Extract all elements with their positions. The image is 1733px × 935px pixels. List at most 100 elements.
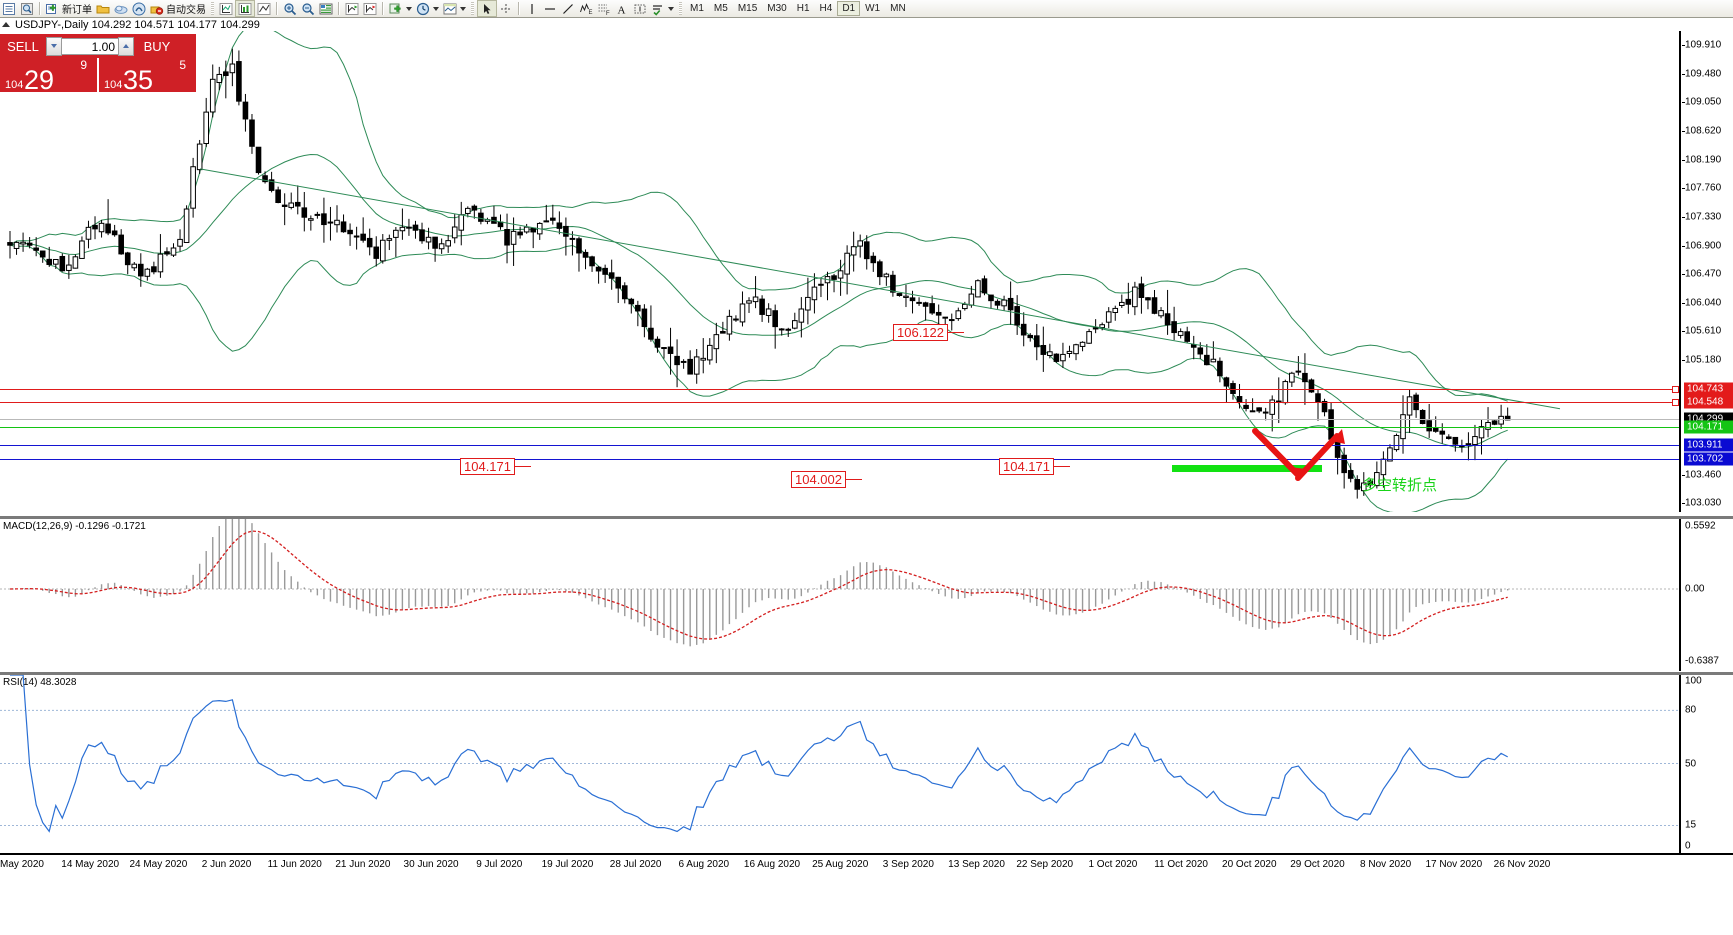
svg-text:A: A <box>618 4 626 16</box>
level-line-104.299[interactable] <box>0 419 1681 420</box>
cloud-icon[interactable] <box>112 1 130 16</box>
price-tick-mark <box>1682 245 1685 247</box>
macd-tick: 0.00 <box>1685 583 1705 595</box>
label-icon[interactable] <box>631 1 649 16</box>
timeframe-h4[interactable]: H4 <box>819 3 833 14</box>
autotrade-label: 自动交易 <box>166 5 206 16</box>
candlestick-chart <box>7 31 1561 512</box>
toolbar-grip-2[interactable] <box>471 2 474 15</box>
buy-button[interactable]: BUY <box>143 38 171 54</box>
buy-price-integer: 104 <box>104 79 123 91</box>
chevron-down-icon[interactable] <box>406 6 412 11</box>
rsi-plot[interactable]: RSI(14) 48.3028 <box>0 675 1681 855</box>
annotation-leader <box>846 479 862 480</box>
rsi-tick: 100 <box>1685 675 1702 687</box>
chart-style-icon[interactable] <box>441 1 468 16</box>
macd-tick: -0.6387 <box>1685 655 1719 667</box>
support-zone-bar <box>1172 465 1322 472</box>
elliott-icon[interactable]: E <box>577 1 595 16</box>
folder-icon[interactable] <box>94 1 112 16</box>
crosshair-icon[interactable] <box>497 1 515 16</box>
zoom-in-icon[interactable] <box>281 1 299 16</box>
date-tick-label: 21 Jun 2020 <box>335 859 391 870</box>
one-click-trading-panel[interactable]: SELL 1.00 BUY 104 29 9 104 35 5 <box>0 34 196 95</box>
crosshair-zoom-icon[interactable] <box>255 1 273 16</box>
draw-list-icon[interactable] <box>649 1 676 16</box>
timeframe-mn[interactable]: MN <box>890 3 906 14</box>
price-tick-mark <box>1682 331 1685 333</box>
signal-icon[interactable] <box>130 1 148 16</box>
sell-price-quote[interactable]: 104 29 9 <box>0 58 97 95</box>
trendline-icon[interactable] <box>559 1 577 16</box>
timeframe-d1[interactable]: D1 <box>837 1 861 16</box>
sell-button[interactable]: SELL <box>7 38 39 54</box>
clock-icon[interactable] <box>414 1 441 16</box>
price-annotation-0[interactable]: 106.122 <box>893 324 948 341</box>
macd-plot[interactable]: MACD(12,26,9) -0.1296 -0.1721 <box>0 519 1681 671</box>
date-axis[interactable]: May 2020 14 May 2020 24 May 2020 2 Jun 2020… <box>0 853 1733 881</box>
price-tag-104.548: 104.548 <box>1684 395 1733 409</box>
sell-price-integer: 104 <box>5 79 24 91</box>
fibonacci-icon[interactable]: F <box>595 1 613 16</box>
toolbar-separator-4 <box>382 2 384 15</box>
level-line-103.911[interactable] <box>0 445 1681 446</box>
grid-icon[interactable] <box>317 1 335 16</box>
toolbar-separator-2 <box>276 2 278 15</box>
price-annotation-1[interactable]: 104.171 <box>460 458 515 475</box>
level-line-104.171[interactable] <box>0 427 1681 428</box>
level-handle[interactable] <box>1672 399 1679 406</box>
price-tag-103.702: 103.702 <box>1684 452 1733 466</box>
timeframe-m30[interactable]: M30 <box>767 3 787 14</box>
cursor-icon[interactable] <box>477 0 497 17</box>
timeframe-h1[interactable]: H1 <box>796 3 810 14</box>
toolbar-grip[interactable] <box>211 2 214 15</box>
buy-price-quote[interactable]: 104 35 5 <box>99 58 196 94</box>
price-tick: 109.480 <box>1685 68 1722 80</box>
autotrade-button[interactable]: 自动交易 <box>148 1 208 16</box>
macd-pane[interactable]: MACD(12,26,9) -0.1296 -0.1721 0.5592 0.00… <box>0 516 1733 671</box>
zoom-out-icon[interactable] <box>299 1 317 16</box>
level-line-103.702[interactable] <box>0 459 1681 460</box>
level-handle[interactable] <box>1672 386 1679 393</box>
chevron-down-icon-2[interactable] <box>433 6 439 11</box>
rsi-chart <box>0 675 1681 833</box>
chevron-down-icon-4[interactable] <box>668 6 674 11</box>
collapse-triangle-icon[interactable] <box>2 22 10 27</box>
price-axis[interactable]: 109.910 109.480 109.050 108.620 108.190 107.7… <box>1679 31 1733 512</box>
volume-decrease-button[interactable] <box>46 36 62 56</box>
chevron-down-icon-3[interactable] <box>460 6 466 11</box>
list-icon[interactable] <box>0 1 18 16</box>
price-tick: 108.190 <box>1685 154 1722 166</box>
trade-panel-header: SELL 1.00 BUY <box>0 34 196 58</box>
templates-icon[interactable] <box>235 0 255 17</box>
shift-chart-icon[interactable] <box>343 1 361 16</box>
timeframe-m1[interactable]: M1 <box>690 3 704 14</box>
autoscroll-icon[interactable] <box>361 1 379 16</box>
level-line-104.548[interactable] <box>0 402 1681 403</box>
date-tick-label: 29 Oct 2020 <box>1290 859 1345 870</box>
date-tick-label: 20 Oct 2020 <box>1222 859 1277 870</box>
timeframe-w1[interactable]: W1 <box>865 3 881 14</box>
volume-increase-button[interactable] <box>118 36 134 56</box>
text-icon[interactable]: A <box>613 1 631 16</box>
indicator-icon[interactable] <box>217 1 235 16</box>
toolbar-grip-3[interactable] <box>679 2 682 15</box>
timeframe-m5[interactable]: M5 <box>713 3 728 14</box>
price-tick-mark <box>1682 73 1685 75</box>
level-line-104.743[interactable] <box>0 389 1681 390</box>
rsi-pane[interactable]: RSI(14) 48.3028 100 80 50 15 0 <box>0 672 1733 855</box>
price-annotation-2[interactable]: 104.002 <box>791 471 846 488</box>
vline-icon[interactable] <box>523 1 541 16</box>
volume-input[interactable]: 1.00 <box>62 37 118 55</box>
add-icon[interactable] <box>387 1 414 16</box>
magnifier-icon[interactable] <box>18 1 36 16</box>
hline-icon[interactable] <box>541 1 559 16</box>
new-order-button[interactable]: 新订单 <box>44 1 94 16</box>
sell-price-main: 29 <box>24 65 55 95</box>
timeframe-m15[interactable]: M15 <box>737 3 758 14</box>
price-tag-104.743: 104.743 <box>1684 382 1733 396</box>
price-annotation-3[interactable]: 104.171 <box>999 458 1054 475</box>
